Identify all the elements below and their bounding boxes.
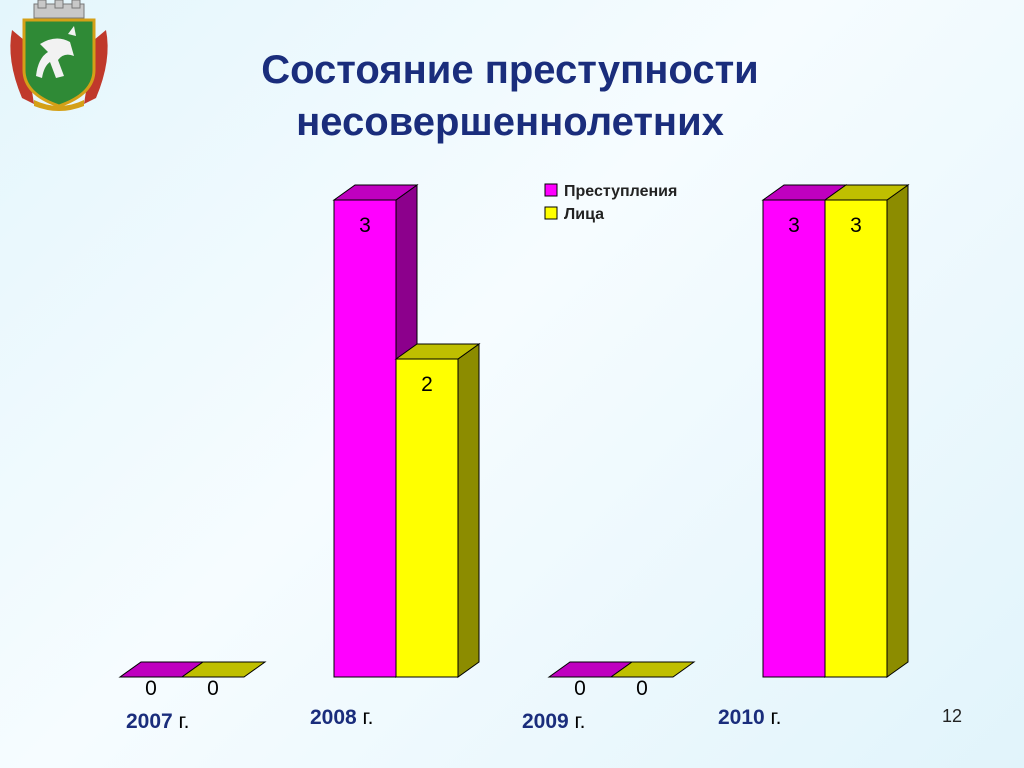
legend-swatch-Лица xyxy=(544,206,558,220)
bar-Преступления-2008 xyxy=(333,199,397,678)
slide-title-line-1: Состояние преступности xyxy=(261,48,759,92)
bar-Лица-2010-side xyxy=(886,184,909,678)
x-tick-label-2009: 2009 г. xyxy=(522,710,585,733)
bar-Преступления-2010 xyxy=(762,199,826,678)
legend-label-Преступления: Преступления xyxy=(564,183,677,200)
legend-swatch-Преступления xyxy=(544,183,558,197)
bar-Лица-2010 xyxy=(824,199,888,678)
data-label-Лица-2008: 2 xyxy=(421,373,433,396)
bar-Лица-2008-side xyxy=(457,343,480,678)
chart-x-axis: 2007 г. 2008 г. 2009 г. 2010 г. xyxy=(126,706,781,733)
bar-Лица-2009 xyxy=(609,661,696,678)
data-label-Преступления-2008: 3 xyxy=(359,214,371,237)
data-label-Лица-2009: 0 xyxy=(636,677,648,700)
data-label-Лица-2010: 3 xyxy=(850,214,862,237)
coat-of-arms-logo xyxy=(10,0,108,111)
data-label-Лица-2007: 0 xyxy=(207,677,219,700)
data-label-Преступления-2010: 3 xyxy=(788,214,800,237)
slide-title-line-2: несовершеннолетних xyxy=(296,100,724,144)
x-tick-label-2008: 2008 г. xyxy=(310,706,373,729)
legend-label-Лица: Лица xyxy=(564,206,604,223)
chart-legend: Преступления Лица xyxy=(544,183,677,223)
slide-title: Состояние преступности несовершеннолетни… xyxy=(150,44,870,148)
data-label-Преступления-2009: 0 xyxy=(574,677,586,700)
data-label-Преступления-2007: 0 xyxy=(145,677,157,700)
bar-Лица-2007 xyxy=(180,661,267,678)
x-tick-label-2010: 2010 г. xyxy=(718,706,781,729)
x-tick-label-2007: 2007 г. xyxy=(126,710,189,733)
chart-bars: 0 0 3 2 0 0 3 3 xyxy=(118,184,910,700)
bar-Лица-2008 xyxy=(395,358,459,678)
page-number: 12 xyxy=(941,706,962,726)
